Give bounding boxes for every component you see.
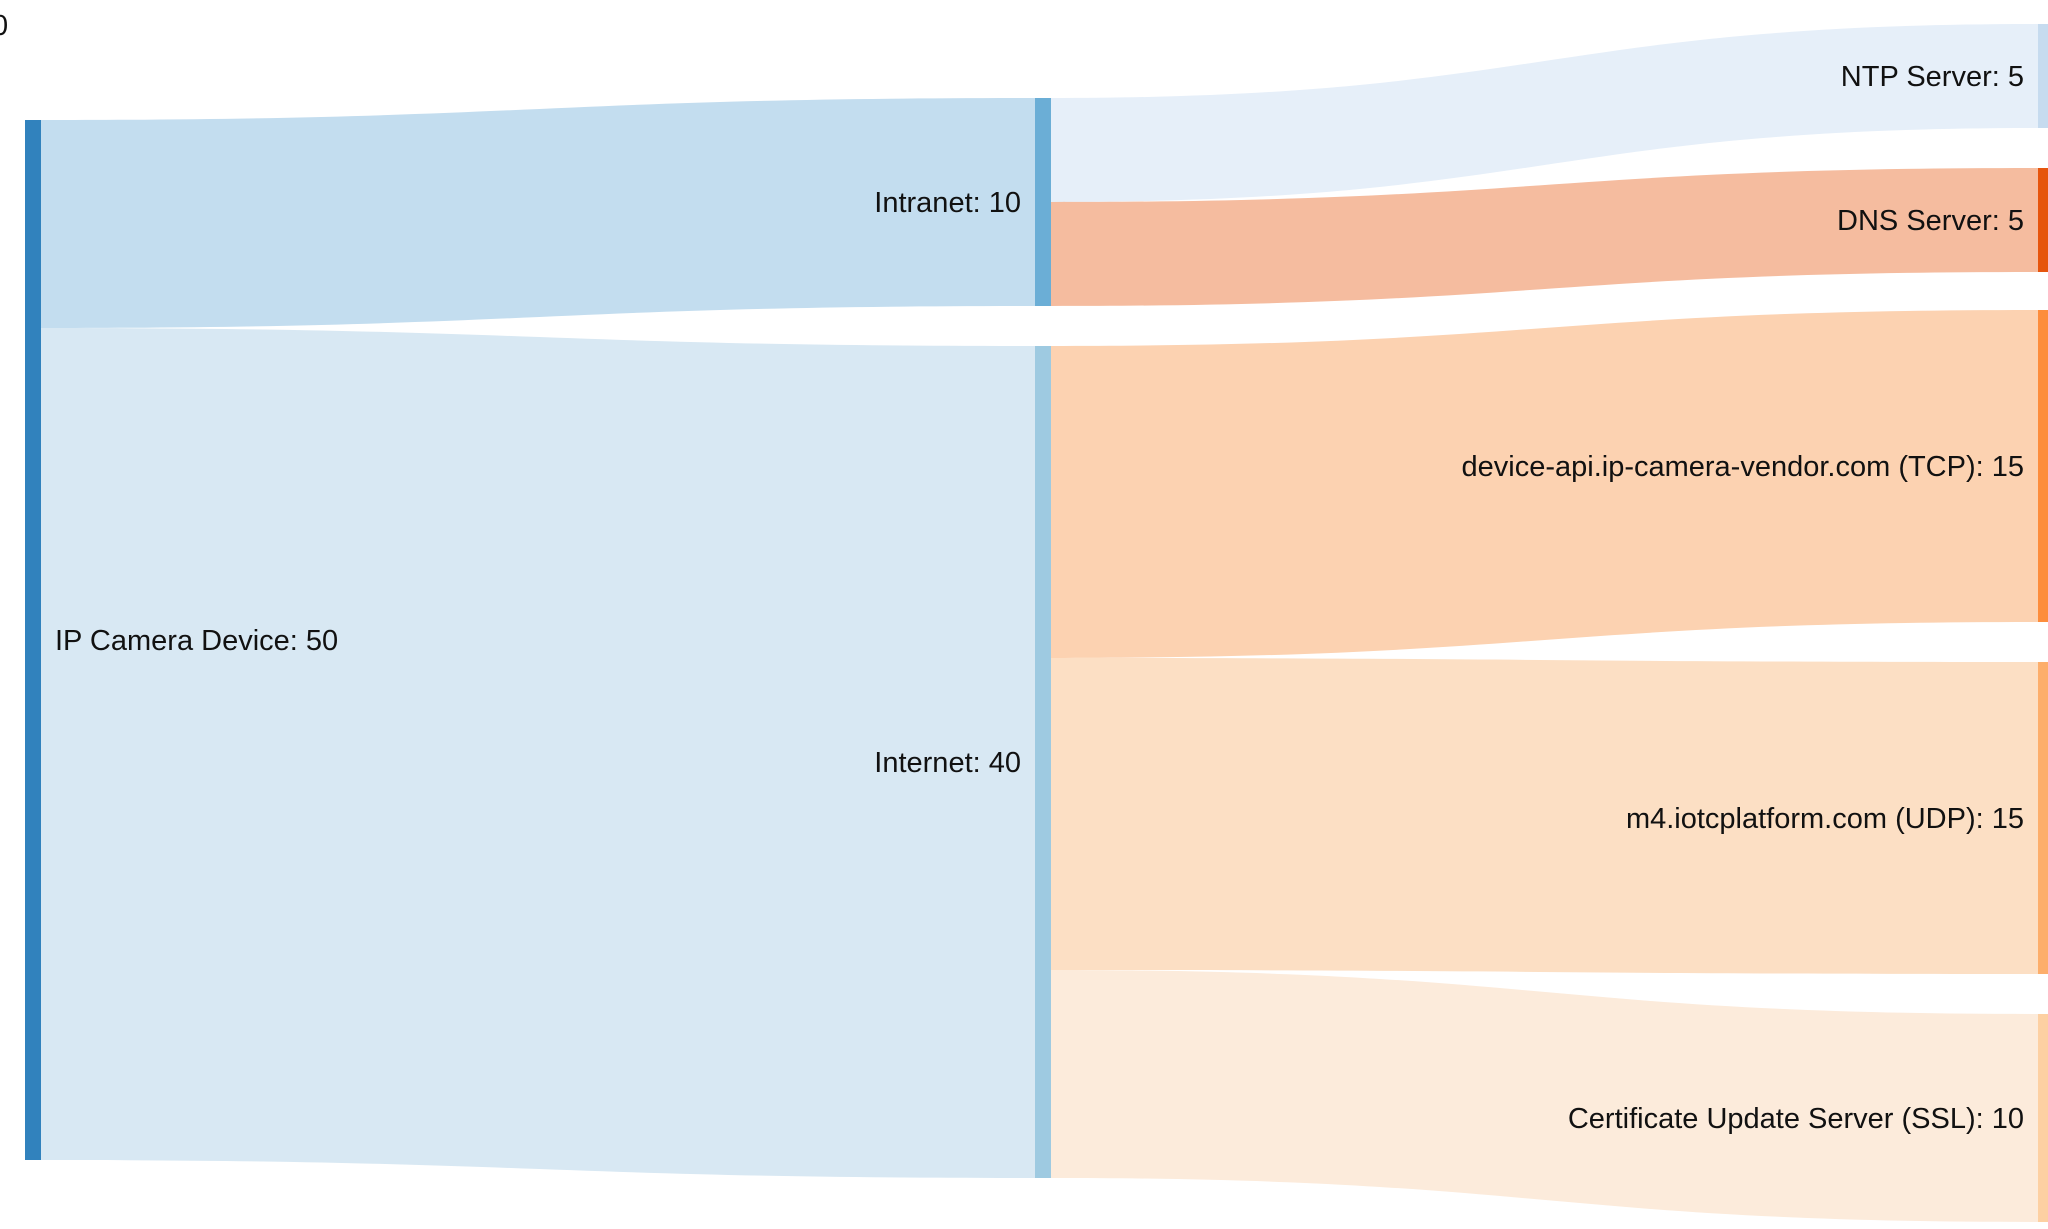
node-label-intranet: Intranet: 10 [874, 187, 1021, 219]
link-camera-to-internet[interactable] [41, 328, 1035, 1178]
node-intranet[interactable] [1035, 98, 1051, 306]
node-label-internet: Internet: 40 [874, 747, 1021, 779]
sankey-links [41, 24, 2038, 1222]
node-label-ntp: NTP Server: 5 [1841, 61, 2024, 93]
link-internet-to-cert[interactable] [1051, 970, 2038, 1222]
link-intranet-to-ntp[interactable] [1051, 24, 2038, 202]
node-internet[interactable] [1035, 346, 1051, 1178]
link-intranet-to-dns[interactable] [1051, 168, 2038, 306]
sankey-nodes [25, 24, 2048, 1222]
link-internet-to-m4[interactable] [1051, 658, 2038, 974]
link-camera-to-intranet[interactable] [41, 98, 1035, 328]
sankey-labels: IP Camera Device: 50 Intranet: 10 Internet… [55, 61, 2024, 1135]
node-camera[interactable] [25, 120, 41, 1160]
node-ntp[interactable] [2038, 24, 2048, 128]
node-deviceapi[interactable] [2038, 310, 2048, 622]
node-label-deviceapi: device-api.ip-camera-vendor.com (TCP): 1… [1462, 451, 2024, 483]
node-label-dns: DNS Server: 5 [1837, 205, 2024, 237]
node-m4[interactable] [2038, 662, 2048, 974]
node-cert[interactable] [2038, 1014, 2048, 1222]
node-label-camera: IP Camera Device: 50 [55, 625, 338, 657]
node-dns[interactable] [2038, 168, 2048, 272]
link-internet-to-deviceapi[interactable] [1051, 310, 2038, 658]
node-label-m4: m4.iotcplatform.com (UDP): 15 [1626, 803, 2024, 835]
node-label-cert: Certificate Update Server (SSL): 10 [1568, 1103, 2024, 1135]
corner-label: 0 [0, 10, 8, 42]
